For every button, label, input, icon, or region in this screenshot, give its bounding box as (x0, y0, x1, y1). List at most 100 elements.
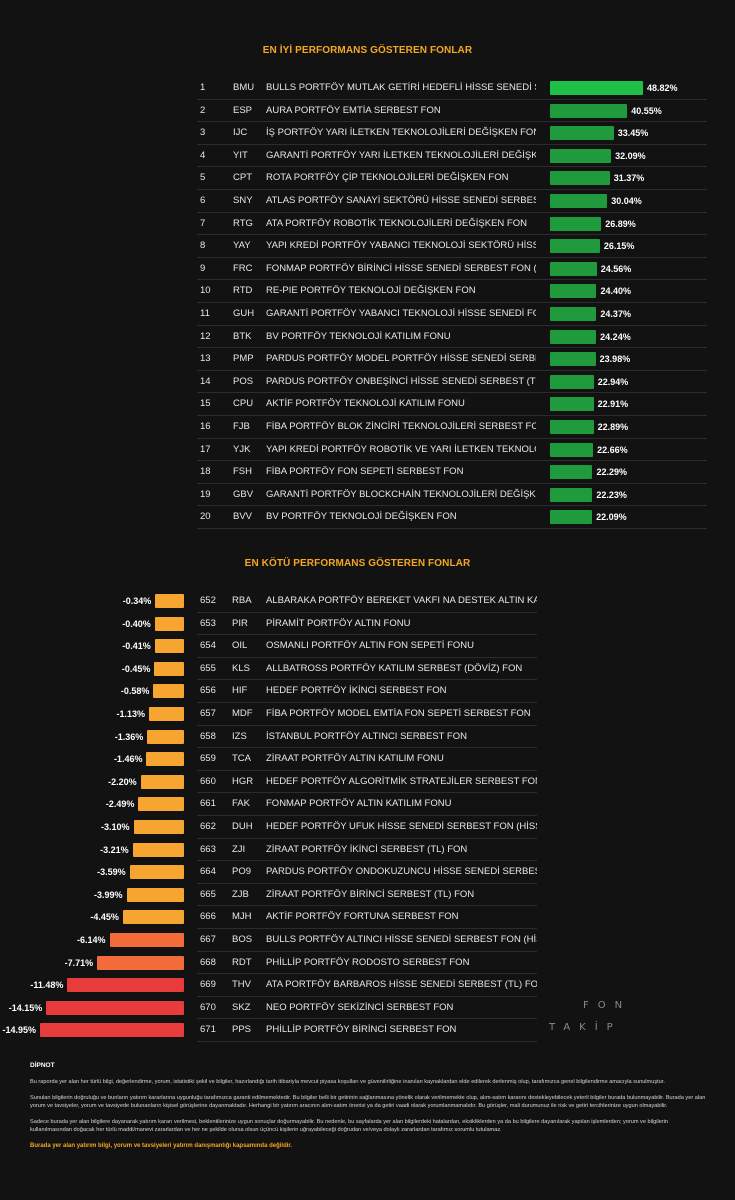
fund-rank: 4 (200, 149, 206, 161)
performance-bar (550, 126, 614, 141)
performance-label: 48.82% (647, 83, 678, 93)
performance-bar (550, 306, 597, 321)
fund-code: IZS (232, 730, 247, 742)
fund-name: GARANTİ PORTFÖY YARI İLETKEN TEKNOLOJİLE… (266, 149, 536, 161)
row-divider (197, 792, 537, 794)
fund-code: HGR (232, 775, 254, 787)
performance-bar (550, 148, 612, 163)
fund-rank: 13 (200, 353, 211, 365)
fund-name: PARDUS PORTFÖY ONDOKUZUNCU HİSSE SENEDİ … (266, 866, 537, 878)
performance-label: -14.15% (8, 1002, 43, 1013)
table-row: 16 FJB FİBA PORTFÖY BLOK ZİNCİRİ TEKNOLOJİ… (197, 416, 707, 439)
performance-bar (550, 103, 628, 118)
fund-name: FONMAP PORTFÖY ALTIN KATILIM FONU (266, 798, 452, 810)
performance-bar (154, 616, 184, 631)
fund-code: PIR (232, 617, 248, 629)
fund-rank: 14 (200, 375, 211, 387)
fund-code: GUH (233, 307, 255, 319)
fund-code: OIL (232, 640, 248, 652)
row-divider (197, 973, 537, 975)
performance-label: 22.29% (596, 467, 627, 478)
table-row: -1.13% 657 MDF FİBA PORTFÖY MODEL EMTİA FON… (0, 703, 537, 726)
fund-code: CPT (233, 172, 252, 184)
performance-label: -7.71% (64, 957, 94, 968)
table-row: -2.20% 660 HGR HEDEF PORTFÖY ALGORİTMİK STR… (0, 771, 537, 794)
performance-bar (550, 193, 608, 208)
fund-rank: 654 (200, 640, 216, 652)
fund-code: SKZ (232, 1001, 251, 1013)
fund-name: BULLS PORTFÖY ALTINCI HİSSE SENEDİ SERBE… (266, 933, 537, 945)
fund-name: OSMANLI PORTFÖY ALTIN FON SEPETİ FONU (266, 640, 474, 652)
fund-rank: 669 (200, 979, 216, 991)
fund-name: YAPI KREDİ PORTFÖY ROBOTİK VE YARI İLETK… (266, 443, 536, 455)
fund-rank: 11 (200, 307, 210, 319)
fund-name: ATA PORTFÖY BARBAROS HİSSE SENEDİ SERBES… (266, 979, 537, 991)
fund-rank: 2 (200, 104, 206, 116)
table-row: -11.48% 669 THV ATA PORTFÖY BARBAROS HİSSE … (0, 974, 537, 997)
fund-rank: 12 (200, 330, 211, 342)
performance-label: -0.40% (122, 618, 151, 629)
fund-name: ZİRAAT PORTFÖY ALTIN KATILIM FONU (266, 753, 444, 765)
fund-rank: 670 (200, 1001, 216, 1013)
fund-rank: 15 (200, 398, 211, 410)
performance-bar (67, 978, 184, 993)
performance-label: -6.14% (77, 934, 106, 945)
disclaimer-paragraph: Sunulan bilgilerin doğruluğu ve bunların… (30, 1095, 706, 1109)
row-divider (197, 814, 537, 816)
fund-rank: 18 (200, 466, 211, 478)
fund-name: ROTA PORTFÖY ÇİP TEKNOLOJİLERİ DEĞİŞKEN … (266, 172, 509, 184)
fund-rank: 3 (200, 127, 206, 139)
fund-rank: 8 (200, 240, 206, 252)
fund-name: İŞ PORTFÖY YARI İLETKEN TEKNOLOJİLERİ DE… (266, 127, 536, 139)
performance-bar (154, 639, 184, 654)
performance-bar (550, 374, 594, 389)
performance-label: -2.49% (105, 799, 135, 810)
watermark-line-2: TAKİP (549, 1022, 622, 1033)
performance-bar (109, 932, 184, 947)
bottom-chart-title: EN KÖTÜ PERFORMANS GÖSTEREN FONLAR (244, 558, 471, 569)
bottom-funds-table: -0.34% 652 RBA ALBARAKA PORTFÖY BEREKET VAK… (0, 590, 537, 1042)
table-row: -3.10% 662 DUH HEDEF PORTFÖY UFUK HİSSE SEN… (0, 816, 537, 839)
fund-code: RBA (232, 595, 252, 606)
performance-bar (153, 684, 184, 699)
fund-code: TCA (232, 753, 251, 765)
top-chart-title: EN İYİ PERFORMANS GÖSTEREN FONLAR (262, 45, 473, 56)
table-row: 14 POS PARDUS PORTFÖY ONBEŞİNCİ HİSSE SENE… (197, 371, 707, 394)
performance-label: 30.04% (611, 195, 642, 206)
table-row: -3.21% 663 ZJI ZİRAAT PORTFÖY İKİNCİ SERBES… (0, 839, 537, 862)
fund-name: İSTANBUL PORTFÖY ALTINCI SERBEST FON (266, 730, 467, 742)
table-row: -2.49% 661 FAK FONMAP PORTFÖY ALTIN KATILIM… (0, 793, 537, 816)
table-row: 17 YJK YAPI KREDİ PORTFÖY ROBOTİK VE YARI … (197, 439, 707, 462)
performance-bar (550, 81, 643, 95)
fund-code: FJB (233, 420, 250, 432)
fund-code: FRC (233, 262, 253, 274)
performance-label: -2.20% (108, 776, 137, 787)
performance-label: -3.99% (93, 889, 123, 900)
fund-name: PİRAMİT PORTFÖY ALTIN FONU (266, 617, 411, 629)
fund-rank: 655 (200, 662, 216, 674)
disclaimer-paragraph: Sadece burada yer alan bilgilere dayanar… (30, 1119, 669, 1133)
fund-code: KLS (232, 662, 250, 674)
performance-bar (154, 661, 184, 676)
table-row: -0.40% 653 PIR PİRAMİT PORTFÖY ALTIN FONU (0, 613, 537, 636)
fund-rank: 17 (200, 443, 211, 455)
table-row: 2 ESP AURA PORTFÖY EMTİA SERBEST FON 40.55% (197, 100, 707, 123)
fund-name: PHİLLİP PORTFÖY RODOSTO SERBEST FON (266, 956, 470, 968)
performance-label: -3.10% (101, 821, 130, 832)
performance-label: -1.36% (114, 731, 144, 742)
performance-bar (129, 865, 184, 880)
fund-code: ZJI (232, 843, 246, 855)
performance-label: -3.59% (97, 867, 126, 878)
fund-name: ATLAS PORTFÖY SANAYİ SEKTÖRÜ HİSSE SENED… (266, 194, 536, 206)
performance-bar (550, 397, 594, 412)
fund-rank: 7 (200, 217, 206, 229)
row-divider (197, 701, 537, 703)
performance-bar (550, 465, 593, 480)
table-row: 20 BVV BV PORTFÖY TEKNOLOJİ DEĞİŞKEN FON 22… (197, 506, 707, 529)
performance-label: -11.48% (30, 980, 64, 991)
performance-label: 22.09% (596, 512, 627, 523)
fund-code: PPS (232, 1024, 252, 1036)
fund-rank: 653 (200, 617, 216, 629)
fund-code: PO9 (232, 866, 252, 878)
performance-bar (140, 774, 184, 789)
